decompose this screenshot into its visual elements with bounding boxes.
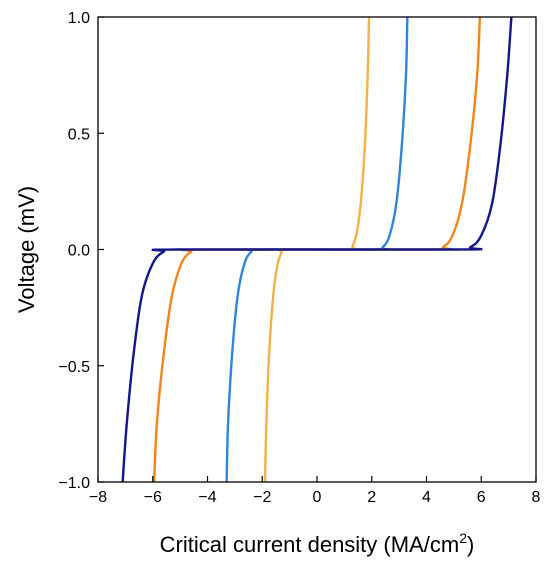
x-tick-label: 8: [532, 489, 541, 506]
y-axis-ticks: −1.0 −0.5 0.0 0.5 1.0: [58, 10, 104, 492]
curves-layer: [121, 16, 513, 483]
x-axis-title-superscript: 2: [459, 530, 467, 546]
x-tick-label: 4: [422, 489, 431, 506]
x-axis-title: Critical current density (MA/cm2): [160, 530, 475, 557]
y-axis-title: Voltage (mV): [14, 186, 39, 313]
x-tick-label: −8: [89, 489, 107, 506]
x-tick-label: −6: [144, 489, 162, 506]
y-tick-label: 0.5: [68, 126, 90, 143]
x-tick-label: −2: [253, 489, 271, 506]
x-axis-ticks: −8 −6 −4 −2 0 2 4 6 8: [89, 476, 541, 506]
x-tick-label: 6: [477, 489, 486, 506]
x-axis-title-end: ): [467, 532, 474, 557]
x-axis-title-main: Critical current density (MA/cm: [160, 532, 460, 557]
x-tick-label: −4: [198, 489, 216, 506]
y-tick-label: 0.0: [68, 243, 90, 260]
x-tick-label: 2: [367, 489, 376, 506]
series-line-4: [121, 16, 513, 483]
x-tick-label: 0: [313, 489, 322, 506]
y-tick-label: −1.0: [58, 475, 90, 492]
y-tick-label: −0.5: [58, 359, 90, 376]
y-tick-label: 1.0: [68, 10, 90, 27]
